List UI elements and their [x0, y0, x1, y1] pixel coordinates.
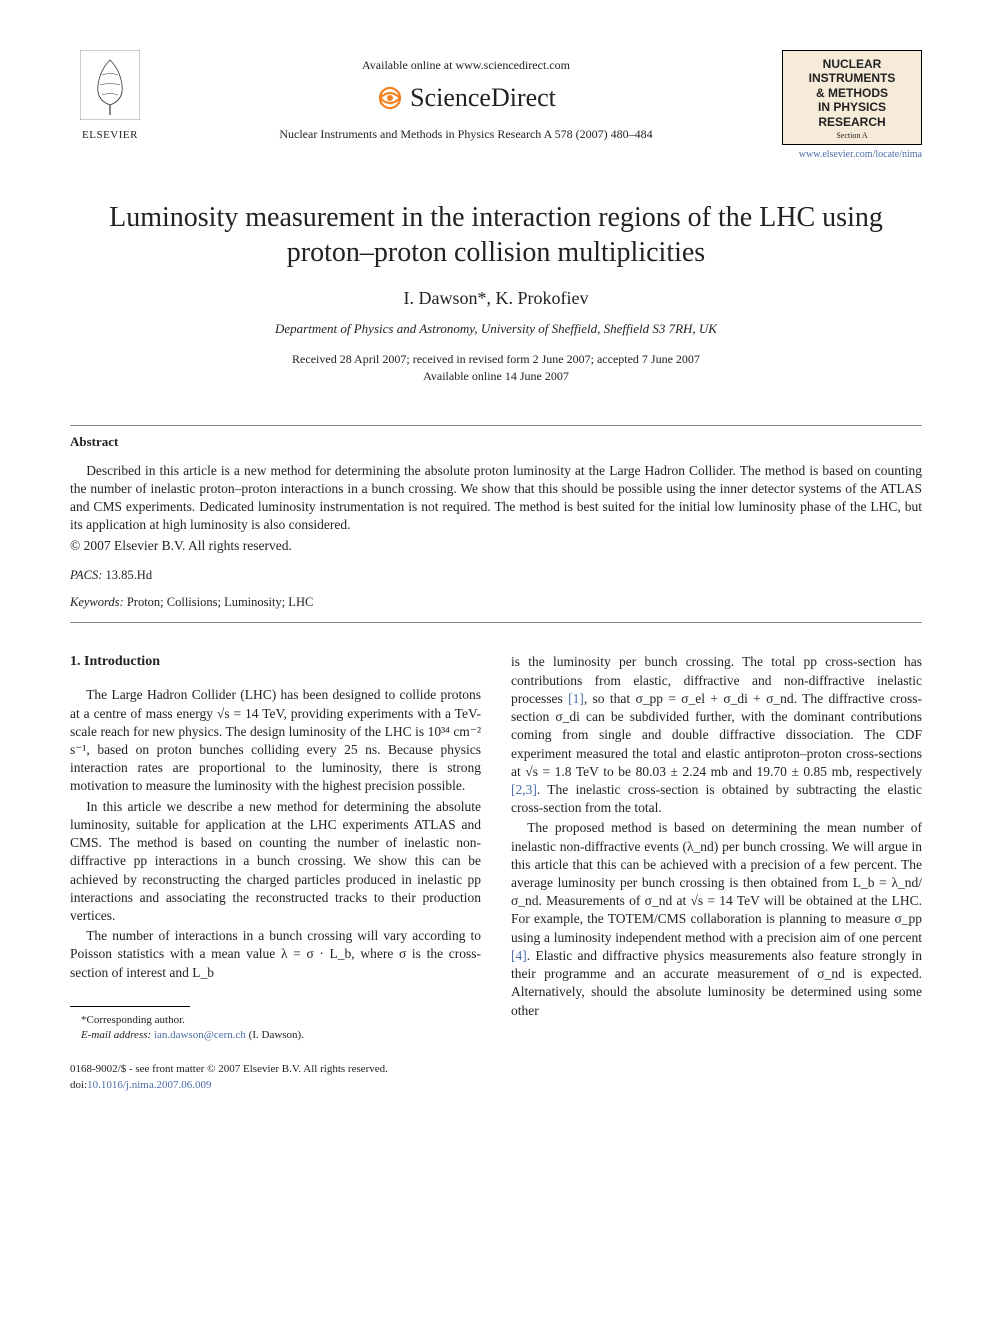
footnote-rule: [70, 1006, 190, 1007]
p5a: The proposed method is based on determin…: [511, 820, 922, 944]
footnote-email: E-mail address: ian.dawson@cern.ch (I. D…: [70, 1028, 481, 1043]
sciencedirect-text: ScienceDirect: [410, 83, 556, 113]
email-label: E-mail address:: [81, 1029, 154, 1041]
pacs: PACS: 13.85.Hd: [70, 568, 922, 583]
keywords-label: Keywords:: [70, 595, 124, 609]
author-email[interactable]: ian.dawson@cern.ch: [154, 1029, 246, 1041]
jb-l2: INSTRUMENTS: [809, 71, 896, 85]
header-row: ELSEVIER Available online at www.science…: [70, 50, 922, 160]
pacs-label: PACS:: [70, 568, 102, 582]
jb-l3: & METHODS: [816, 86, 888, 100]
footer-copyright: 0168-9002/$ - see front matter © 2007 El…: [70, 1063, 388, 1075]
ref-1[interactable]: [1]: [568, 691, 584, 706]
p4c: . The inelastic cross-section is obtaine…: [511, 782, 922, 815]
journal-box: NUCLEAR INSTRUMENTS & METHODS IN PHYSICS…: [782, 50, 922, 145]
pacs-value: 13.85.Hd: [102, 568, 152, 582]
keywords: Keywords: Proton; Collisions; Luminosity…: [70, 595, 922, 610]
rule-top: [70, 425, 922, 426]
intro-p3: The number of interactions in a bunch cr…: [70, 927, 481, 982]
doi-label: doi:: [70, 1079, 87, 1091]
sciencedirect-icon: [376, 84, 404, 112]
jb-l4: IN PHYSICS: [818, 100, 886, 114]
intro-p1: The Large Hadron Collider (LHC) has been…: [70, 686, 481, 795]
available-online: Available online at www.sciencedirect.co…: [150, 58, 782, 73]
article-title: Luminosity measurement in the interactio…: [70, 200, 922, 270]
journal-reference: Nuclear Instruments and Methods in Physi…: [150, 127, 782, 142]
jb-l1: NUCLEAR: [823, 57, 882, 71]
section-1-heading: 1. Introduction: [70, 653, 481, 672]
footnote-corresponding: *Corresponding author.: [70, 1013, 481, 1028]
rule-bottom: [70, 622, 922, 623]
journal-url[interactable]: www.elsevier.com/locate/nima: [782, 149, 922, 160]
body-columns: 1. Introduction The Large Hadron Collide…: [70, 653, 922, 1093]
article-dates: Received 28 April 2007; received in revi…: [70, 351, 922, 385]
authors: I. Dawson*, K. Prokofiev: [70, 288, 922, 309]
elsevier-tree-icon: [80, 50, 140, 120]
affiliation: Department of Physics and Astronomy, Uni…: [70, 321, 922, 337]
right-column: is the luminosity per bunch crossing. Th…: [511, 653, 922, 1093]
sciencedirect-logo: ScienceDirect: [150, 83, 782, 113]
email-who: (I. Dawson).: [246, 1029, 304, 1041]
footer: 0168-9002/$ - see front matter © 2007 El…: [70, 1062, 481, 1094]
dates-received: Received 28 April 2007; received in revi…: [292, 352, 700, 366]
center-header: Available online at www.sciencedirect.co…: [150, 50, 782, 142]
abstract-copyright: © 2007 Elsevier B.V. All rights reserved…: [70, 538, 922, 554]
abstract-heading: Abstract: [70, 434, 922, 450]
journal-box-title: NUCLEAR INSTRUMENTS & METHODS IN PHYSICS…: [789, 57, 915, 129]
ref-2-3[interactable]: [2,3]: [511, 782, 537, 797]
journal-box-section: Section A: [789, 131, 915, 140]
elsevier-label: ELSEVIER: [70, 129, 150, 141]
doi-link[interactable]: 10.1016/j.nima.2007.06.009: [87, 1079, 211, 1091]
keywords-value: Proton; Collisions; Luminosity; LHC: [124, 595, 314, 609]
elsevier-logo: ELSEVIER: [70, 50, 150, 141]
intro-p4: is the luminosity per bunch crossing. Th…: [511, 653, 922, 817]
jb-l5: RESEARCH: [818, 115, 885, 129]
p5b: . Elastic and diffractive physics measur…: [511, 948, 922, 1018]
dates-online: Available online 14 June 2007: [423, 369, 569, 383]
abstract-body: Described in this article is a new metho…: [70, 462, 922, 535]
intro-p2: In this article we describe a new method…: [70, 798, 481, 926]
left-column: 1. Introduction The Large Hadron Collide…: [70, 653, 481, 1093]
journal-box-wrap: NUCLEAR INSTRUMENTS & METHODS IN PHYSICS…: [782, 50, 922, 160]
intro-p5: The proposed method is based on determin…: [511, 819, 922, 1019]
ref-4[interactable]: [4]: [511, 948, 527, 963]
